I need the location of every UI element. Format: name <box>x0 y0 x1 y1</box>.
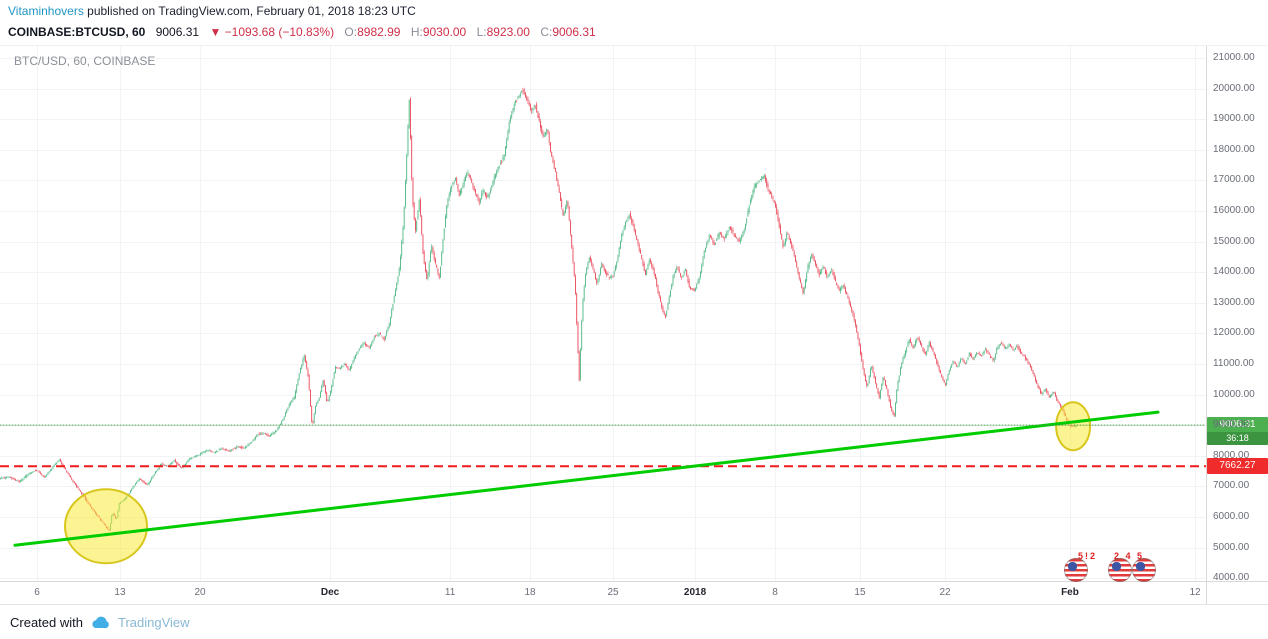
footer-bar: Created with TradingView <box>0 604 1268 639</box>
time-axis[interactable]: 6 13 20 Dec 11 18 25 2018 8 15 22 Feb 12 <box>0 581 1268 605</box>
low-value: 8923.00 <box>486 25 530 39</box>
price-axis-label: 14000.00 <box>1213 266 1255 278</box>
chart-area[interactable]: BTC/USD, 60, COINBASE 9006.31 36:18 7662… <box>0 45 1268 605</box>
last-price-value: 9006.31 <box>155 25 200 39</box>
tradingview-logo-icon <box>91 615 113 630</box>
time-axis-label: 15 <box>854 587 866 598</box>
price-axis-label: 7000.00 <box>1213 480 1250 492</box>
time-axis-label: 13 <box>114 587 126 598</box>
flag-sticker-icon-2 <box>1108 558 1132 582</box>
countdown-badge: 36:18 <box>1207 432 1268 446</box>
high-label: H: <box>410 25 423 39</box>
flag-canton-icon <box>1068 562 1077 571</box>
price-axis-label: 16000.00 <box>1213 205 1255 217</box>
open-value: 8982.99 <box>357 25 401 39</box>
price-axis-label: 9000.00 <box>1213 419 1250 431</box>
attribution-text: published on TradingView.com, February 0… <box>83 4 416 18</box>
price-axis-label: 21000.00 <box>1213 52 1255 63</box>
time-axis-label: Feb <box>1061 587 1079 598</box>
price-axis-label: 12000.00 <box>1213 327 1255 339</box>
time-axis-label: 18 <box>524 587 536 598</box>
author-link[interactable]: Vitaminhovers <box>8 4 84 18</box>
price-axis-label: 17000.00 <box>1213 174 1255 186</box>
symbol-info-bar: COINBASE:BTCUSD, 60 9006.31 ▼ −1093.68 (… <box>0 22 1268 45</box>
sticker-label-1: 5!2 <box>1078 551 1098 561</box>
price-axis-label: 18000.00 <box>1213 143 1255 155</box>
price-axis-label: 5000.00 <box>1213 541 1250 553</box>
flag-sticker-icon-3 <box>1132 558 1156 582</box>
time-axis-label: Dec <box>320 587 340 598</box>
time-axis-label: 12 <box>1189 587 1201 598</box>
price-axis-label: 6000.00 <box>1213 511 1250 523</box>
support-price-badge: 7662.27 <box>1207 458 1268 475</box>
last-price-badge: 9006.31 <box>1207 417 1268 434</box>
axis-corner-divider <box>1206 581 1207 605</box>
low-label: L: <box>476 25 487 39</box>
price-chart-canvas[interactable] <box>0 46 1206 581</box>
time-axis-label: 8 <box>772 587 778 598</box>
chart-watermark: BTC/USD, 60, COINBASE <box>14 54 156 68</box>
attribution-bar: Vitaminhovers published on TradingView.c… <box>0 0 1268 22</box>
time-axis-label: 6 <box>34 587 40 598</box>
created-with-text: Created with <box>10 614 83 630</box>
time-axis-label: 20 <box>194 587 206 598</box>
symbol-name: COINBASE:BTCUSD, 60 <box>8 25 146 39</box>
time-axis-label: 11 <box>444 587 456 598</box>
time-axis-label: 2018 <box>683 587 707 598</box>
price-axis-label: 8000.00 <box>1213 449 1250 461</box>
price-axis-label: 13000.00 <box>1213 296 1255 308</box>
flag-canton-icon <box>1112 562 1121 571</box>
price-axis-label: 10000.00 <box>1213 388 1255 400</box>
close-label: C: <box>540 25 553 39</box>
flag-sticker-icon-1 <box>1064 558 1088 582</box>
time-axis-label: 22 <box>939 587 951 598</box>
price-axis-label: 19000.00 <box>1213 113 1255 125</box>
open-label: O: <box>344 25 358 39</box>
price-axis[interactable]: 9006.31 36:18 7662.27 21000.00 20000.00 19… <box>1206 46 1268 584</box>
tradingview-brand-link[interactable]: TradingView <box>117 614 190 630</box>
flag-canton-icon <box>1136 562 1145 571</box>
price-axis-label: 15000.00 <box>1213 235 1255 247</box>
time-axis-label: 25 <box>607 587 619 598</box>
close-value: 9006.31 <box>552 25 596 39</box>
price-change: ▼ −1093.68 (−10.83%) <box>209 25 335 39</box>
price-axis-label: 11000.00 <box>1213 358 1254 370</box>
high-value: 9030.00 <box>422 25 467 39</box>
price-axis-label: 20000.00 <box>1213 82 1255 94</box>
sticker-label-2: 2 4 5 <box>1114 551 1145 561</box>
price-axis-label: 4000.00 <box>1213 572 1250 584</box>
